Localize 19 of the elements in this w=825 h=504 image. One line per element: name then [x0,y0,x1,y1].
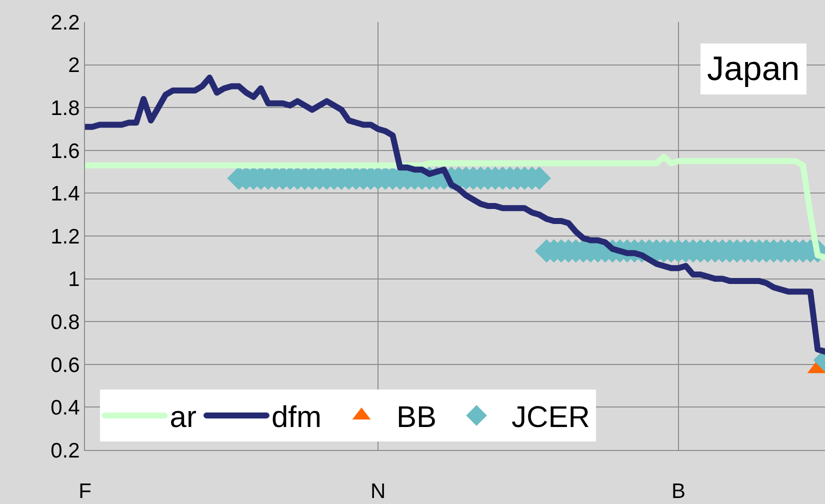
x-tick-label: F [78,480,92,504]
legend-label: JCER [512,401,590,434]
y-tick-label: 1 [68,268,80,292]
y-tick-label: 1.2 [50,225,80,248]
x-tick-label: B [671,480,686,504]
annotation: Japan [707,50,800,88]
y-tick-label: 0.2 [50,439,80,462]
y-tick-label: 1.4 [50,182,80,206]
y-tick-label: 2.2 [50,11,80,34]
y-tick-label: 2 [68,54,80,78]
legend-label: dfm [271,401,322,434]
legend-label: BB [396,401,437,434]
y-tick-label: 1.8 [50,96,80,120]
y-tick-label: 0.6 [50,354,80,377]
legend-label: ar [170,401,196,434]
y-tick-label: 0.8 [50,310,80,334]
x-tick-label: N [370,480,386,504]
y-tick-label: 0.4 [50,396,80,420]
y-tick-label: 1.6 [50,140,80,163]
